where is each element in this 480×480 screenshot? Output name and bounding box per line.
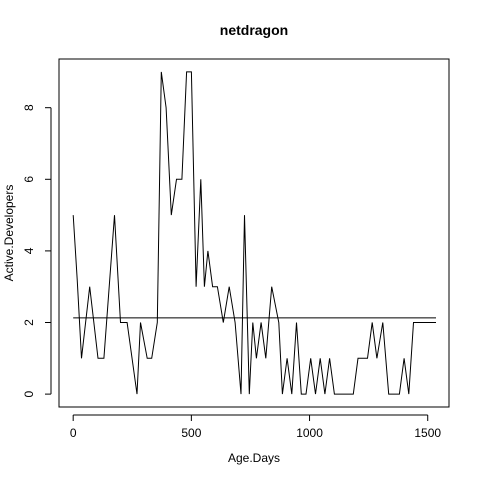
y-tick-label: 2	[22, 319, 36, 326]
x-tick-label: 1000	[296, 426, 323, 440]
plot-area	[72, 71, 436, 395]
y-axis-label: Active.Developers	[2, 185, 16, 282]
y-axis: 0 2 4 6 8	[22, 104, 52, 397]
y-tick-label: 4	[22, 247, 36, 254]
chart-title: netdragon	[220, 22, 288, 38]
series-line	[72, 71, 436, 395]
plot-frame	[58, 58, 450, 408]
y-tick-label: 6	[22, 176, 36, 183]
x-tick-label: 1500	[414, 426, 441, 440]
x-tick-label: 500	[181, 426, 201, 440]
y-tick-label: 0	[22, 390, 36, 397]
y-tick-label: 8	[22, 104, 36, 111]
x-tick-label: 0	[70, 426, 77, 440]
x-axis: 0 500 1000 1500	[70, 414, 441, 440]
x-axis-label: Age.Days	[228, 451, 280, 465]
